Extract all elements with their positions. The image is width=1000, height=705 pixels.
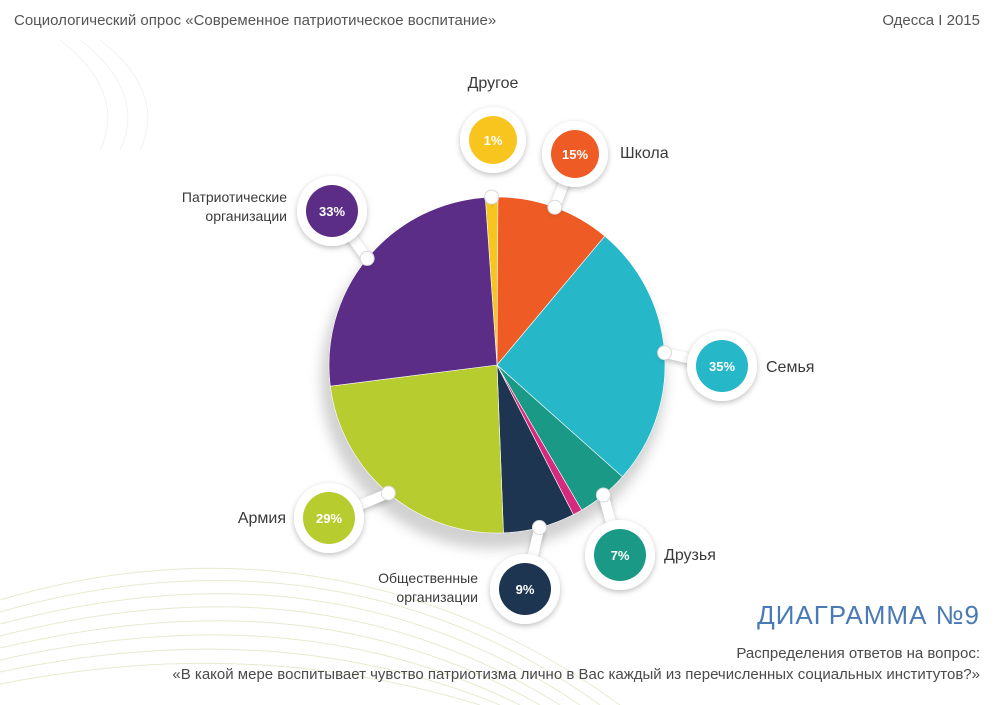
slice-category-label: Армия <box>238 510 286 527</box>
callout-dot <box>531 520 547 536</box>
callout-dot <box>380 485 396 501</box>
diagram-title: ДИАГРАММА №9 <box>757 600 980 630</box>
callout-7: 29% Армия <box>238 483 396 553</box>
callout-dot <box>595 487 611 503</box>
callout-color-disc <box>469 116 517 164</box>
callout-dot <box>484 189 500 205</box>
callout-color-disc <box>551 130 599 178</box>
callout-dot <box>657 345 673 361</box>
slice-percent-label: 33% <box>319 204 345 219</box>
slice-percent-label: 29% <box>316 511 342 526</box>
slice-category-label: Общественные организации <box>378 570 478 605</box>
slice-category-label: Школа <box>620 145 669 162</box>
survey-title: Социологический опрос «Современное патри… <box>14 12 497 29</box>
callout-dot <box>547 199 563 215</box>
callout-color-disc <box>499 563 551 615</box>
question-text: «В какой мере воспитывает чувство патрио… <box>172 666 980 683</box>
slice-percent-label: 1% <box>484 133 503 148</box>
callout-color-disc <box>306 185 358 237</box>
callout-6: 9% Общественные организации <box>378 520 560 624</box>
slice-category-label: Патриотические организации <box>182 189 287 224</box>
slice-category-label: Семья <box>766 359 814 376</box>
callout-8: 33% Патриотические организации <box>182 176 375 266</box>
slice-percent-label: 35% <box>709 359 735 374</box>
slice-percent-label: 9% <box>516 582 535 597</box>
slice-category-label: Другое <box>468 75 519 92</box>
slice-category-label: Друзья <box>664 547 716 564</box>
callout-4: 7% Друзья <box>585 487 716 590</box>
callout-1: 1% Другое <box>460 75 526 205</box>
callout-3: 35% Семья <box>657 331 814 401</box>
slice-percent-label: 7% <box>611 548 630 563</box>
callout-dot <box>359 250 375 266</box>
callout-color-disc <box>303 492 355 544</box>
place-year: Одесса I 2015 <box>882 12 980 29</box>
question-intro: Распределения ответов на вопрос: <box>736 645 980 662</box>
slice-percent-label: 15% <box>562 147 588 162</box>
callout-color-disc <box>696 340 748 392</box>
callout-color-disc <box>594 529 646 581</box>
callout-2: 15% Школа <box>542 121 669 215</box>
